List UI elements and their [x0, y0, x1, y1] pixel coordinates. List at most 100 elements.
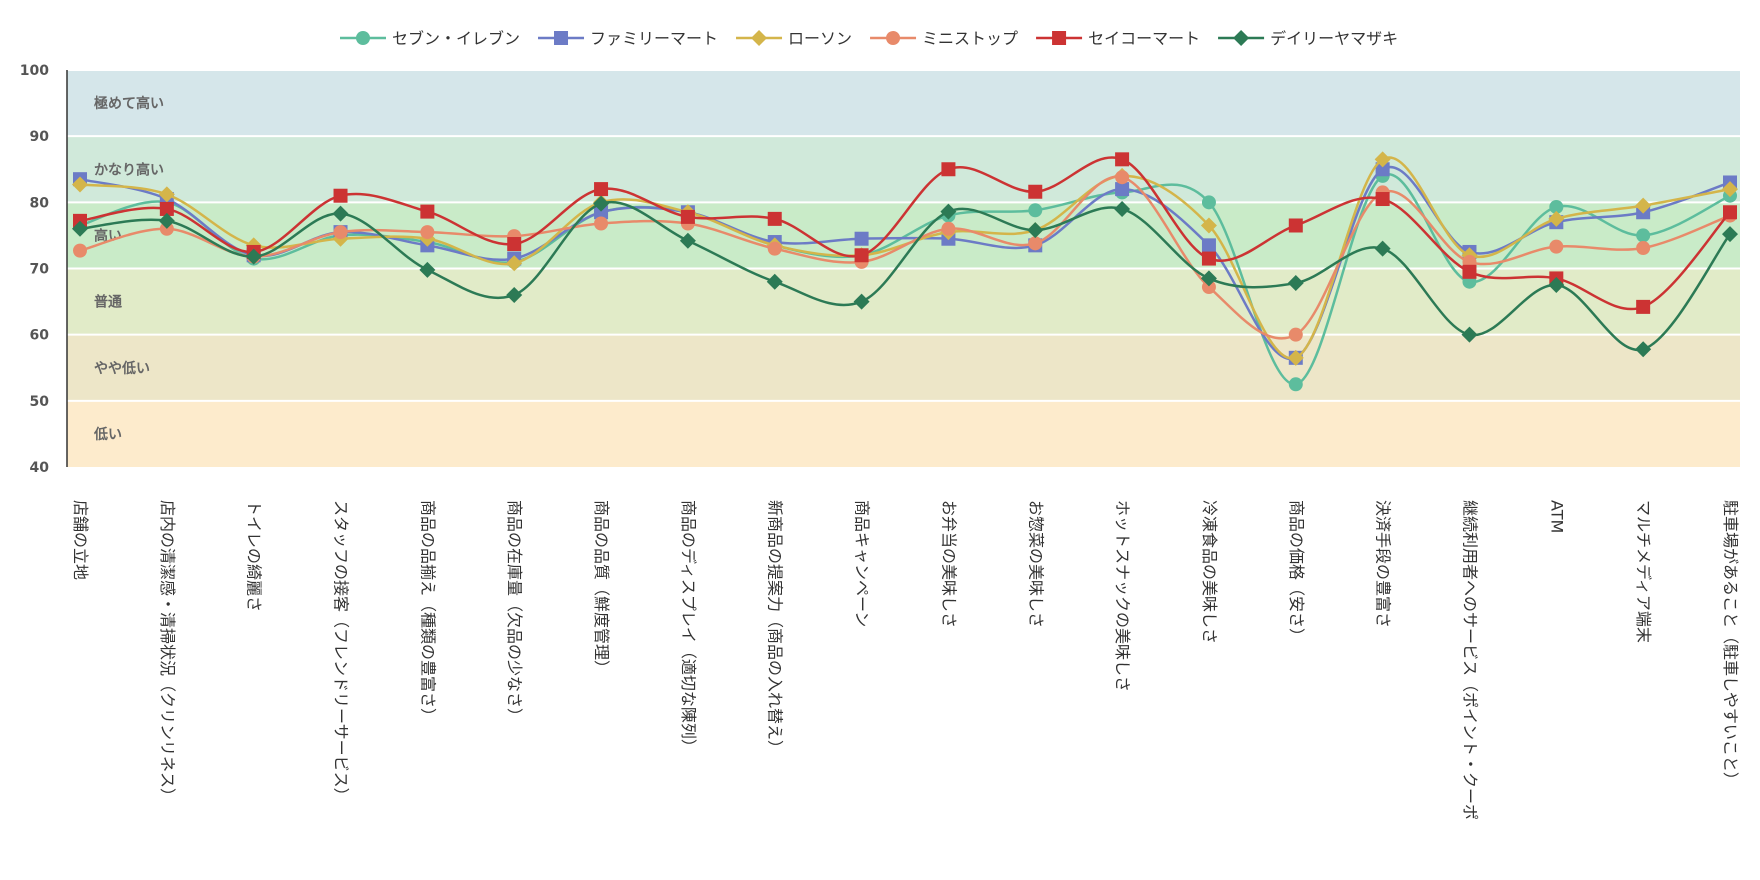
- data-point: [854, 231, 869, 246]
- band-0: [67, 70, 1740, 137]
- x-tick-label: 新商品の提案力（商品の入れ替え）: [766, 500, 785, 756]
- data-point: [420, 225, 435, 240]
- data-point: [1636, 228, 1651, 243]
- x-tick-label: ATM: [1547, 500, 1566, 533]
- data-point: [679, 232, 696, 249]
- data-point: [1722, 181, 1738, 198]
- data-point: [1201, 251, 1216, 266]
- y-tick-label: 50: [30, 394, 50, 410]
- data-point: [1028, 203, 1043, 218]
- data-point: [1462, 264, 1477, 279]
- band-label: かなり高い: [94, 161, 164, 178]
- x-tick-label: ホットスナックの美味しさ: [1113, 500, 1132, 692]
- legend-item-5[interactable]: デイリーヤマザキ: [1218, 29, 1398, 48]
- legend-label: セイコーマート: [1088, 29, 1200, 48]
- legend[interactable]: セブン・イレブン ファミリーマート ローソン ミニストップ セイコーマート デイリーヤマザ…: [340, 29, 1398, 48]
- gridlines: [67, 69, 1740, 402]
- data-point: [940, 203, 957, 220]
- legend-marker: [886, 31, 901, 45]
- legend-item-0[interactable]: セブン・イレブン: [340, 29, 520, 48]
- y-tick-label: 90: [30, 129, 50, 145]
- x-tick-label: お弁当の美味しさ: [939, 500, 958, 628]
- data-point: [766, 273, 783, 290]
- x-tick-label: 決済手段の豊富さ: [1374, 500, 1393, 628]
- data-point: [333, 188, 348, 203]
- y-axis: 40 50 60 70 80 90 100: [20, 63, 68, 476]
- data-point: [1287, 349, 1304, 366]
- data-point: [594, 205, 609, 220]
- band-5: [67, 400, 1740, 467]
- data-point: [941, 162, 956, 177]
- data-point: [72, 220, 88, 237]
- data-point: [767, 211, 782, 226]
- legend-marker: [356, 31, 370, 45]
- data-point: [1201, 238, 1216, 253]
- legend-item-3[interactable]: ミニストップ: [870, 29, 1018, 48]
- data-point: [506, 286, 523, 303]
- data-point: [1115, 170, 1130, 185]
- data-point: [1115, 152, 1130, 167]
- data-point: [1461, 326, 1478, 343]
- x-tick-label: 商品の品質（鮮度管理）: [592, 500, 611, 676]
- x-tick-label: 駐車場があること（駐車しやすいこと）: [1721, 500, 1740, 788]
- data-point: [1200, 270, 1217, 287]
- legend-label: ミニストップ: [922, 29, 1018, 48]
- data-point: [1374, 240, 1391, 257]
- data-point: [1028, 184, 1043, 199]
- data-point: [1200, 217, 1217, 234]
- legend-item-2[interactable]: ローソン: [736, 29, 852, 48]
- legend-marker: [1233, 30, 1250, 46]
- y-tick-label: 80: [30, 195, 50, 211]
- x-tick-label: 商品の品揃え（種類の豊富さ）: [418, 500, 437, 724]
- legend-item-4[interactable]: セイコーマート: [1036, 29, 1200, 48]
- series-lines: [72, 151, 1738, 392]
- data-point: [507, 237, 522, 252]
- data-point: [1723, 205, 1737, 220]
- legend-marker: [554, 31, 569, 45]
- x-tick-label: トイレの綺麗さ: [245, 500, 264, 612]
- x-tick-label: 商品キャンペーン: [853, 500, 872, 627]
- data-point: [1549, 239, 1564, 254]
- data-point: [420, 204, 435, 219]
- data-point: [1549, 199, 1564, 214]
- legend-label: セブン・イレブン: [392, 29, 520, 48]
- data-point: [1201, 195, 1216, 210]
- band-label: やや低い: [94, 360, 150, 377]
- data-point: [1288, 327, 1303, 342]
- x-tick-label: 店舗の立地: [71, 500, 90, 580]
- band-label: 低い: [93, 426, 122, 443]
- data-point: [853, 293, 870, 310]
- legend-marker: [1052, 31, 1067, 45]
- data-point: [941, 221, 956, 236]
- data-point: [1028, 236, 1043, 251]
- data-point: [1374, 151, 1391, 168]
- data-point: [1636, 299, 1651, 314]
- data-point: [1548, 210, 1565, 227]
- y-tick-label: 60: [30, 328, 50, 344]
- legend-label: ファミリーマート: [590, 29, 718, 48]
- data-point: [1114, 200, 1131, 217]
- data-point: [593, 195, 610, 212]
- data-point: [1115, 182, 1130, 197]
- x-tick-label: 商品の在庫量（欠品の少なさ）: [505, 500, 524, 724]
- y-tick-label: 40: [30, 460, 50, 476]
- legend-marker: [751, 30, 768, 46]
- y-tick-label: 100: [20, 63, 49, 79]
- data-point: [245, 248, 262, 265]
- x-tick-label: お惣菜の美味しさ: [1026, 500, 1045, 628]
- x-tick-label: 店内の清潔感・清掃状況（クリンリネス）: [158, 500, 177, 804]
- data-point: [332, 205, 349, 222]
- x-tick-label: 商品の価格（安さ）: [1287, 500, 1306, 644]
- data-point: [767, 241, 782, 256]
- data-point: [1636, 240, 1651, 255]
- band-label: 極めて高い: [94, 95, 164, 112]
- data-point: [159, 201, 174, 216]
- data-point: [1287, 275, 1304, 292]
- legend-item-1[interactable]: ファミリーマート: [538, 29, 718, 48]
- x-tick-label: 商品のディスプレイ（適切な陳列）: [679, 500, 698, 755]
- data-point: [1288, 218, 1303, 233]
- legend-label: デイリーヤマザキ: [1270, 29, 1398, 48]
- data-point: [506, 255, 523, 272]
